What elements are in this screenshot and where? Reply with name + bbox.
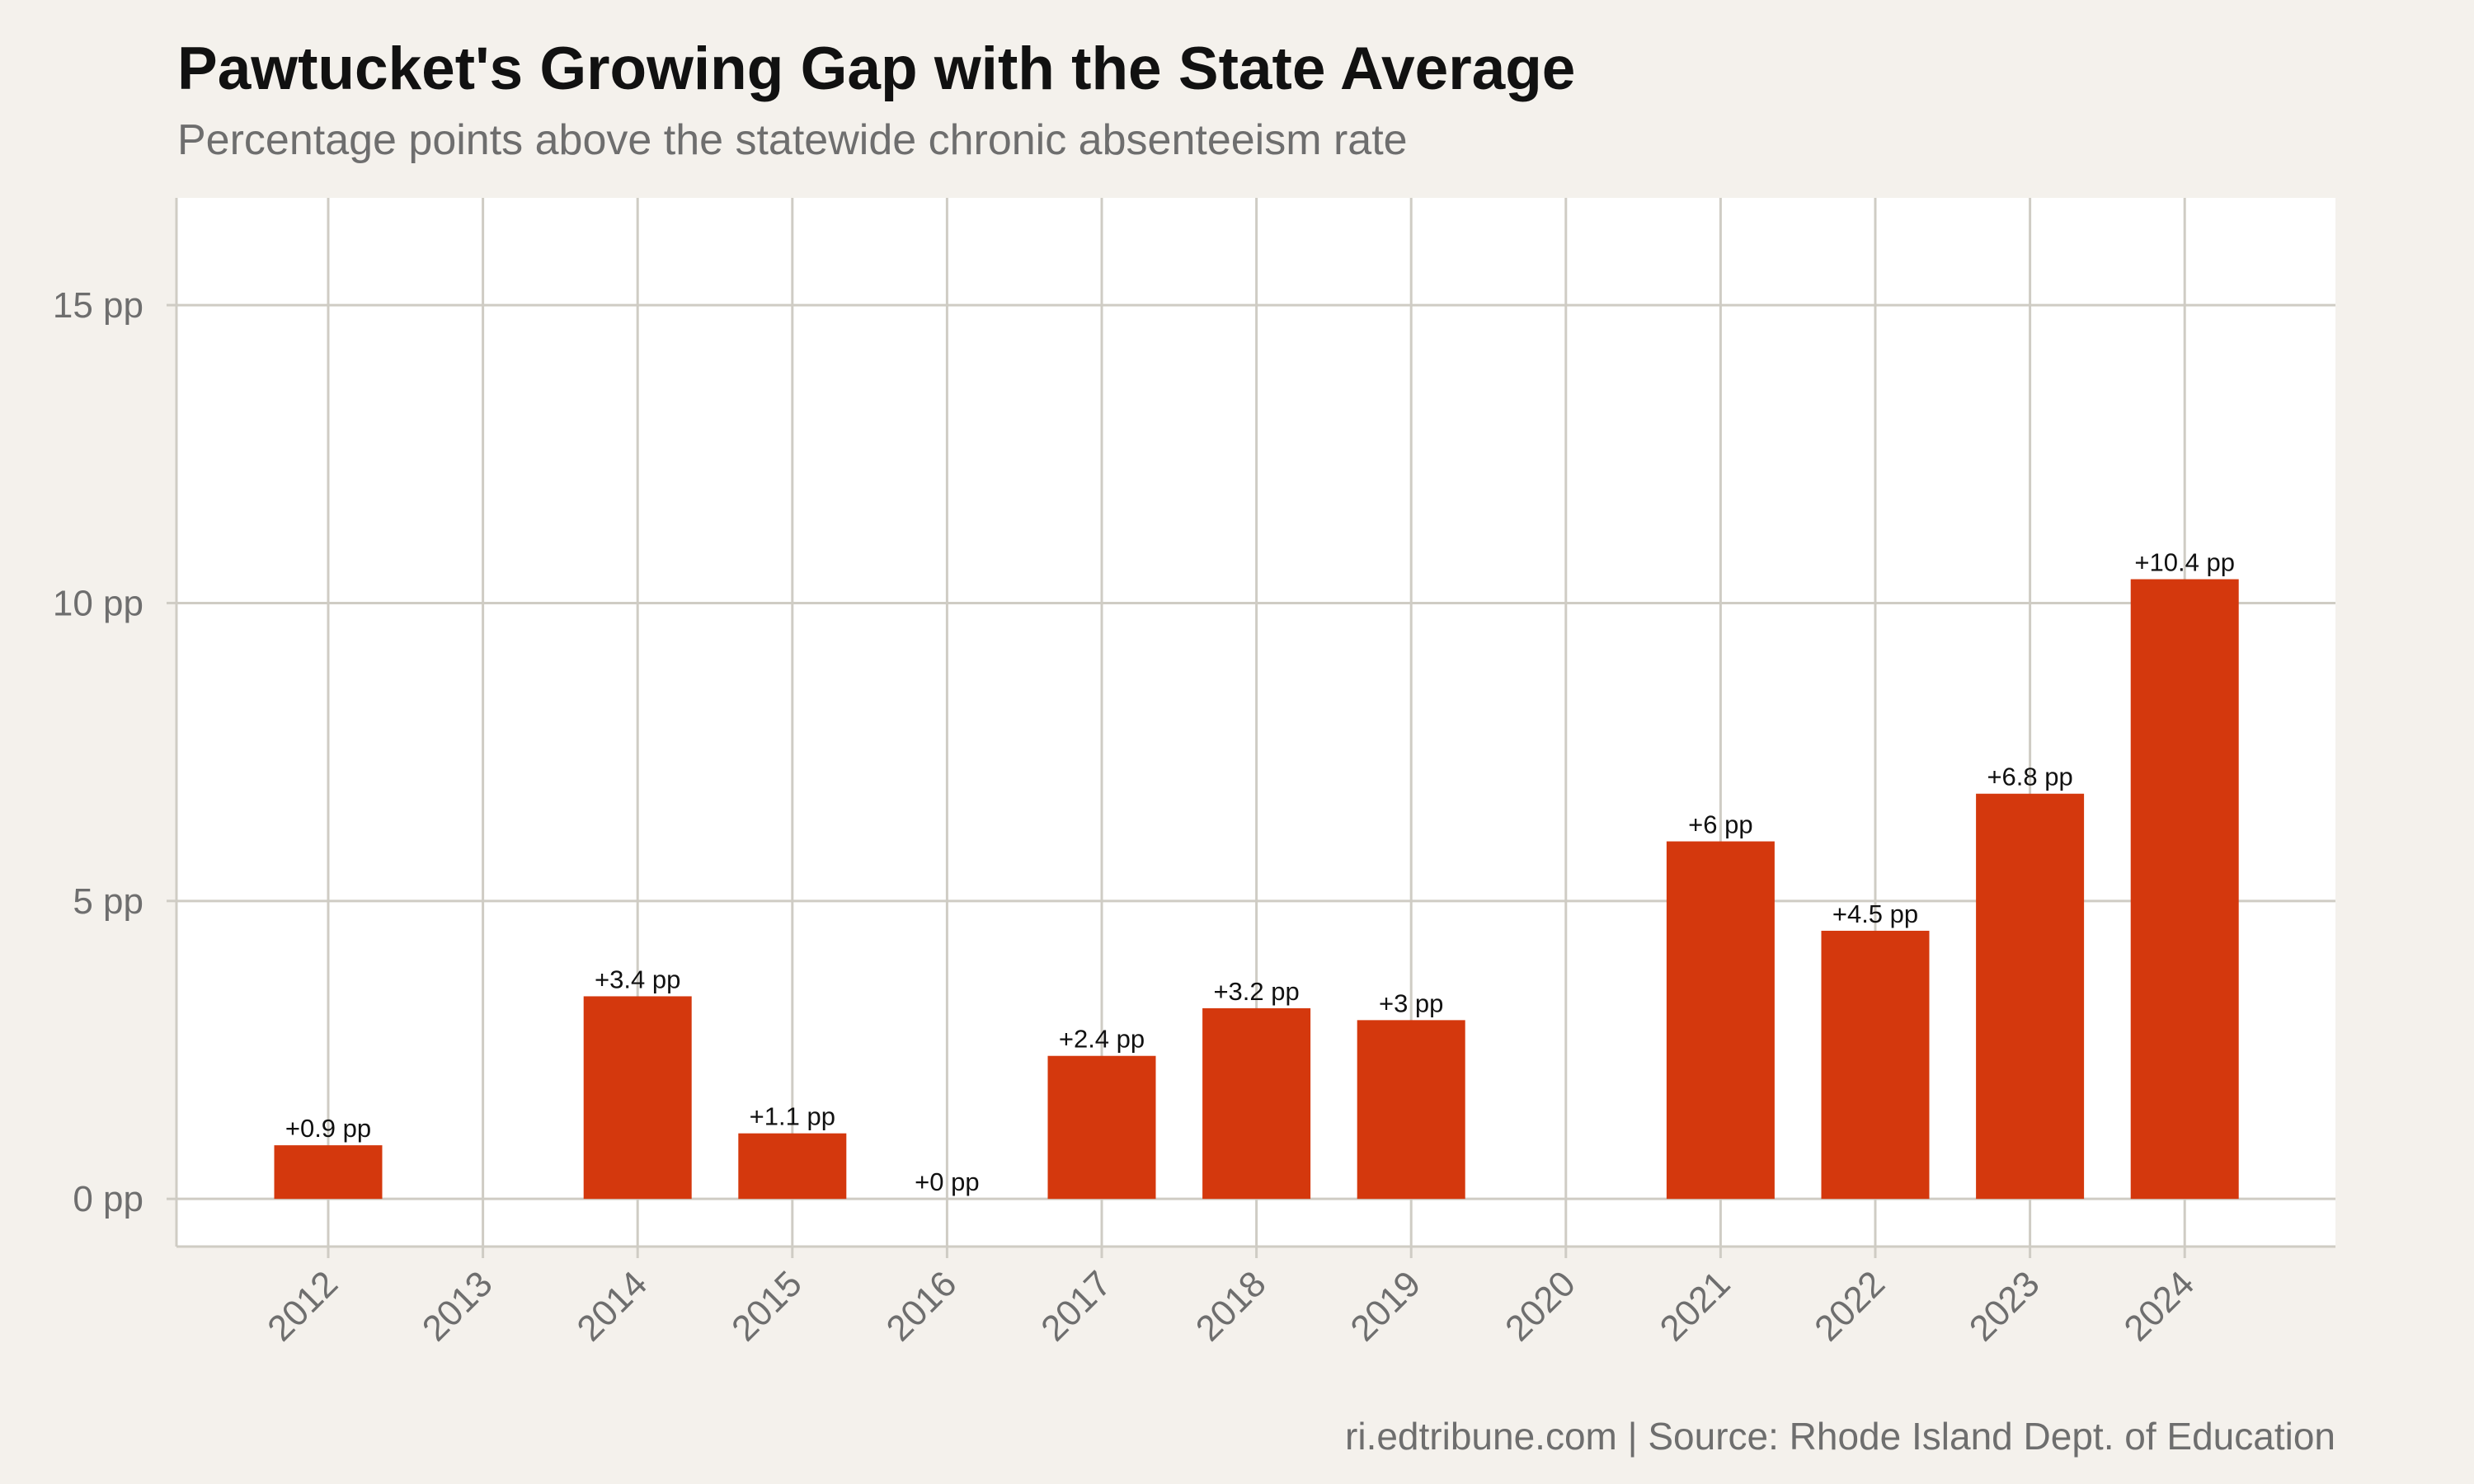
- data-label-2017: +2.4 pp: [1059, 1025, 1145, 1054]
- bar-2018: [1202, 1007, 1311, 1200]
- x-tick-label: 2017: [1033, 1263, 1119, 1349]
- bar-2015: [738, 1133, 847, 1200]
- x-tick-label: 2018: [1188, 1263, 1274, 1349]
- bar-2014: [583, 996, 692, 1200]
- data-label-2024: +10.4 pp: [2134, 548, 2235, 577]
- chart-subtitle: Percentage points above the statewide ch…: [177, 116, 1408, 164]
- bar-2024: [2130, 579, 2239, 1200]
- data-label-2014: +3.4 pp: [595, 965, 680, 993]
- x-tick-label: 2023: [1962, 1263, 2048, 1349]
- y-tick-label: 5 pp: [73, 881, 143, 922]
- y-tick-label: 0 pp: [73, 1179, 143, 1219]
- data-label-2015: +1.1 pp: [750, 1102, 835, 1131]
- data-label-2012: +0.9 pp: [285, 1114, 371, 1143]
- x-tick-label: 2019: [1343, 1263, 1428, 1349]
- x-tick-label: 2015: [724, 1263, 810, 1349]
- x-tick-label: 2024: [2116, 1263, 2202, 1349]
- x-tick-label: 2020: [1498, 1263, 1583, 1349]
- bar-2012: [274, 1145, 383, 1200]
- data-label-2022: +4.5 pp: [1832, 899, 1918, 928]
- data-labels: +0.9 pp +3.4 pp +1.1 pp +0 pp +2.4 pp +3.2 pp…: [285, 548, 2235, 1197]
- chart-caption: ri.edtribune.com | Source: Rhode Island …: [1345, 1415, 2335, 1458]
- y-tick-label: 15 pp: [53, 285, 143, 326]
- x-tick-label: 2012: [260, 1263, 346, 1349]
- bar-2021: [1666, 841, 1775, 1200]
- x-tick-label: 2022: [1807, 1263, 1893, 1349]
- x-tick-label: 2016: [879, 1263, 965, 1349]
- data-label-2019: +3 pp: [1379, 989, 1443, 1017]
- y-tick-label: 10 pp: [53, 583, 143, 623]
- x-tick-label: 2021: [1653, 1263, 1738, 1349]
- bars: [274, 579, 2239, 1200]
- data-label-2023: +6.8 pp: [1987, 763, 2072, 791]
- bar-2017: [1047, 1055, 1156, 1200]
- bar-2023: [1976, 793, 2085, 1200]
- x-tick-label: 2014: [569, 1263, 655, 1349]
- bar-2022: [1821, 930, 1930, 1200]
- x-tick-label: 2013: [415, 1263, 501, 1349]
- bar-2019: [1357, 1020, 1465, 1200]
- chart-title: Pawtucket's Growing Gap with the State A…: [177, 35, 1576, 102]
- data-label-2016: +0 pp: [915, 1167, 979, 1196]
- data-label-2021: +6 pp: [1688, 810, 1752, 839]
- data-label-2018: +3.2 pp: [1213, 977, 1299, 1006]
